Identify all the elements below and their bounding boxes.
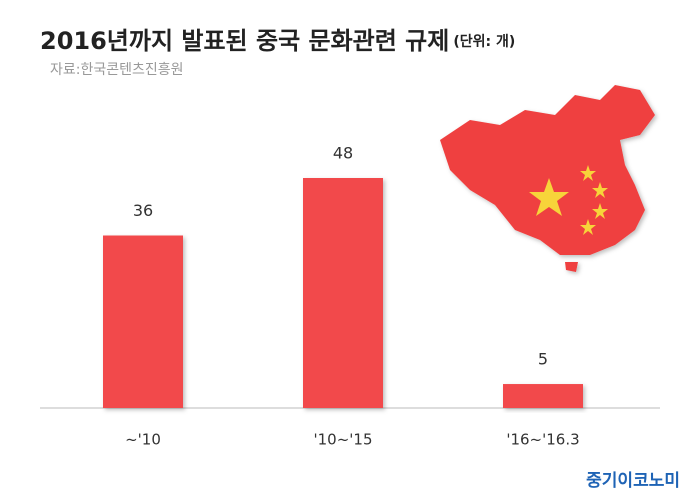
bar [303,178,383,408]
star [592,203,608,219]
x-tick-label: ~'10 [125,431,161,449]
source: 자료:한국콘텐츠진흥원 [50,62,184,78]
chart-title: 2016년까지 발표된 중국 문화관련 규제 (단위: 개) [40,27,515,55]
star [580,219,596,235]
title-text: 2016년까지 발표된 중국 문화관련 규제 [40,27,449,55]
logo: 중기이코노미 [586,471,680,491]
unit-text: (단위: 개) [453,33,515,50]
x-tick-label: '16~'16.3 [506,431,579,449]
value-label: 36 [133,201,153,220]
bar [503,384,583,408]
value-label: 48 [333,144,353,163]
map-stars [529,165,608,235]
x-tick-label: '10~'15 [314,431,373,449]
map-island [565,262,578,272]
star [580,165,596,181]
star [592,182,608,198]
bar [103,235,183,408]
value-label: 5 [538,350,548,369]
star [529,178,569,216]
